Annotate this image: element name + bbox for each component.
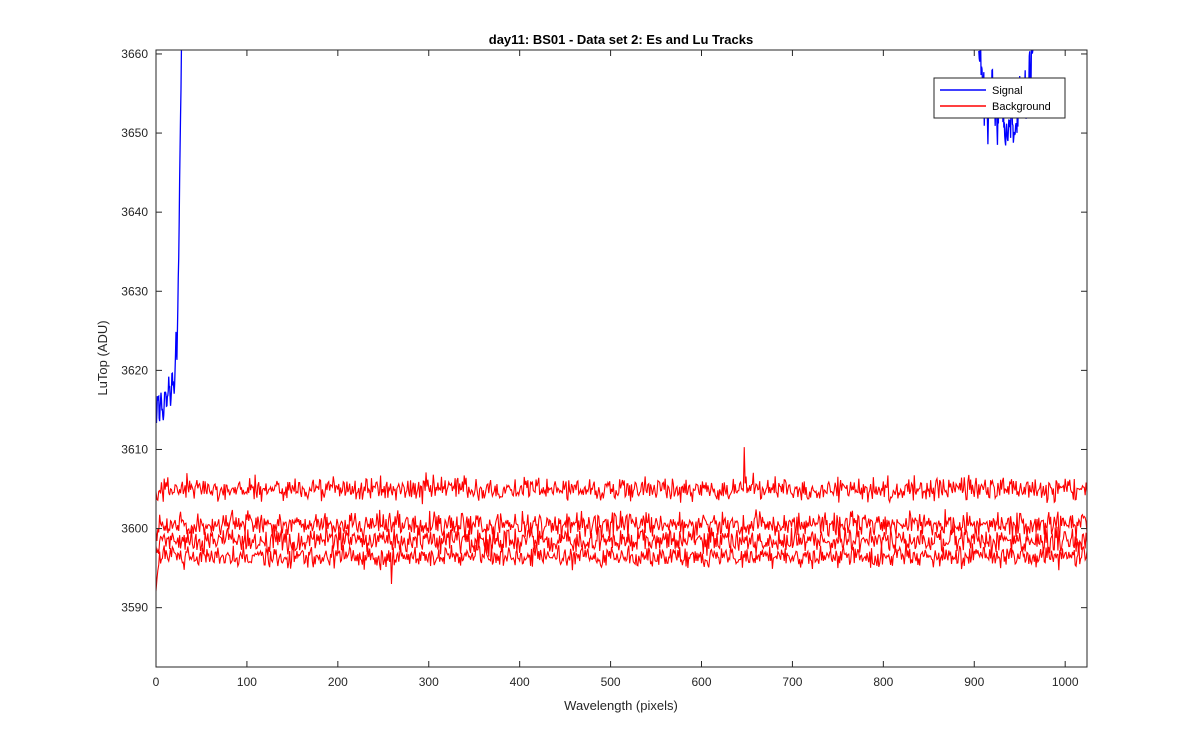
- ticks-layer: 0 100 200 300 400 500 600 700 800 900 1000 3590 3600…: [121, 47, 1087, 689]
- x-tick-label: 600: [691, 675, 711, 689]
- lines-layer: [156, 50, 1087, 592]
- legend[interactable]: Signal Background: [933, 77, 1066, 119]
- plot-frame: [155, 49, 1088, 668]
- legend-entry-background: Background: [992, 101, 1051, 113]
- y-tick-label: 3630: [121, 284, 148, 298]
- y-tick-label: 3590: [121, 601, 148, 615]
- x-tick-label: 1000: [1052, 675, 1079, 689]
- x-tick-label: 700: [782, 675, 802, 689]
- background-series-line: [156, 509, 1087, 543]
- y-tick-label: 3600: [121, 522, 148, 536]
- chart-title: day11: BS01 - Data set 2: Es and Lu Trac…: [489, 32, 753, 47]
- legend-entry-signal: Signal: [992, 85, 1023, 97]
- x-tick-label: 500: [601, 675, 621, 689]
- y-tick-label: 3640: [121, 205, 148, 219]
- background-series-line: [156, 540, 1087, 592]
- background-series-line: [156, 524, 1087, 557]
- y-axis-label: LuTop (ADU): [95, 320, 110, 395]
- x-tick-label: 100: [237, 675, 257, 689]
- y-tick-label: 3650: [121, 126, 148, 140]
- x-tick-label: 200: [328, 675, 348, 689]
- background-series-line: [156, 447, 1087, 505]
- signal-series-line: [156, 50, 183, 424]
- x-tick-label: 300: [419, 675, 439, 689]
- x-tick-label: 400: [510, 675, 530, 689]
- x-tick-label: 800: [873, 675, 893, 689]
- x-tick-label: 0: [153, 675, 160, 689]
- plot-area: [156, 50, 1087, 667]
- y-tick-label: 3660: [121, 47, 148, 61]
- x-tick-label: 900: [964, 675, 984, 689]
- y-tick-label: 3620: [121, 363, 148, 377]
- y-tick-label: 3610: [121, 442, 148, 456]
- legend-box: [933, 77, 1066, 119]
- x-axis-label: Wavelength (pixels): [564, 698, 678, 713]
